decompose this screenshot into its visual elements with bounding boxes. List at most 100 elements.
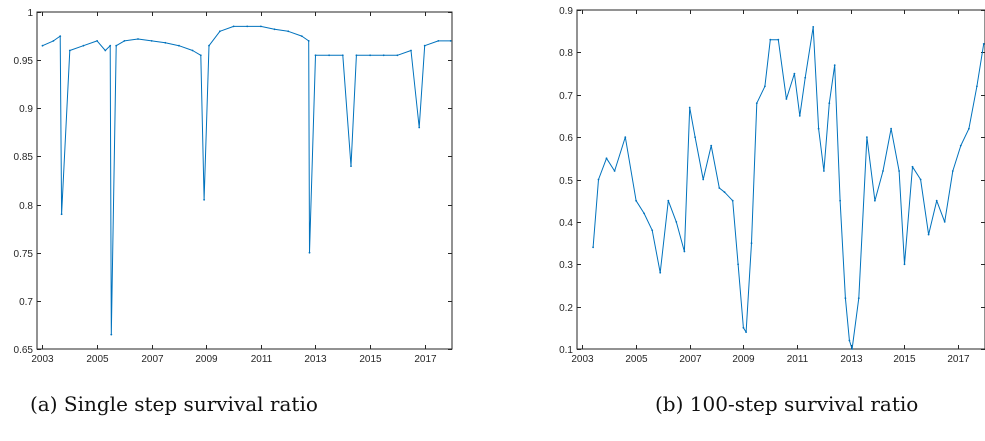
y-tick-label: 0.7 bbox=[559, 91, 573, 102]
series-point bbox=[817, 127, 820, 130]
y-tick-label: 1 bbox=[27, 8, 33, 19]
x-tick-label: 2011 bbox=[251, 354, 273, 365]
series-point bbox=[723, 191, 726, 194]
series-point bbox=[341, 54, 344, 57]
y-tick-label: 0.85 bbox=[14, 152, 34, 163]
y-tick-label: 0.4 bbox=[559, 218, 573, 229]
series-point bbox=[718, 187, 721, 189]
series-point bbox=[769, 38, 772, 41]
y-tick-label: 0.3 bbox=[559, 260, 573, 271]
x-tick-label: 2015 bbox=[359, 354, 382, 365]
y-tick-label: 0.8 bbox=[19, 201, 33, 212]
single-step-survival-chart: 0.650.70.750.80.850.90.951 2003 2005 2007 2… bbox=[14, 8, 453, 365]
series-point bbox=[110, 333, 113, 336]
series-point bbox=[613, 170, 616, 172]
series-point bbox=[328, 54, 330, 57]
series-point bbox=[844, 297, 847, 299]
series-line bbox=[592, 26, 985, 350]
series-point bbox=[911, 165, 914, 168]
series-point bbox=[785, 98, 788, 100]
series-point bbox=[903, 263, 906, 266]
series-point bbox=[688, 106, 691, 109]
series-point bbox=[96, 40, 98, 42]
y-axis-ticks: 0.1 0.2 0.3 0.4 0.5 0.6 0.7 0.8 0.9 bbox=[559, 6, 985, 356]
y-tick-label: 0.6 bbox=[559, 133, 573, 144]
series-point bbox=[982, 43, 985, 45]
series-point bbox=[208, 44, 210, 47]
series-point bbox=[350, 165, 352, 168]
series-point bbox=[273, 28, 276, 31]
series-point bbox=[828, 102, 831, 105]
series-point bbox=[857, 297, 860, 299]
plot-area-frame bbox=[36, 11, 453, 350]
series-point bbox=[219, 30, 221, 33]
series-point bbox=[355, 54, 358, 57]
x-tick-label: 2005 bbox=[86, 354, 109, 365]
series-point bbox=[882, 170, 884, 172]
series-point bbox=[246, 25, 249, 28]
series-point bbox=[890, 127, 892, 130]
series-point bbox=[935, 199, 938, 202]
series-point bbox=[232, 25, 235, 28]
x-axis-ticks: 2003 2005 2007 2009 2011 2013 2015 2017 bbox=[571, 10, 970, 365]
series-point bbox=[418, 126, 421, 129]
series-point bbox=[874, 199, 876, 202]
series-point bbox=[959, 144, 962, 147]
series-point bbox=[839, 199, 841, 202]
series-point bbox=[750, 242, 753, 245]
y-tick-label: 0.9 bbox=[19, 104, 33, 115]
series-point bbox=[396, 54, 399, 57]
series-point bbox=[287, 30, 290, 33]
series-point bbox=[191, 49, 194, 52]
series-point bbox=[109, 44, 112, 47]
series-point bbox=[437, 40, 440, 42]
x-tick-label: 2017 bbox=[947, 354, 970, 365]
x-tick-label: 2017 bbox=[414, 354, 437, 365]
series-point bbox=[369, 54, 371, 57]
series-point bbox=[943, 221, 946, 223]
series-point bbox=[123, 40, 126, 42]
y-axis-ticks: 0.65 0.7 0.75 0.8 0.85 0.9 0.95 1 bbox=[14, 8, 452, 356]
series-point bbox=[592, 246, 594, 249]
series-point bbox=[898, 170, 900, 172]
x-tick-label: 2011 bbox=[787, 354, 809, 365]
series-point bbox=[635, 199, 637, 202]
series-point bbox=[314, 54, 317, 57]
series-point bbox=[59, 35, 62, 37]
series-point bbox=[823, 170, 825, 172]
y-tick-label: 0.95 bbox=[14, 56, 34, 67]
series-point bbox=[423, 44, 426, 47]
series-point bbox=[927, 233, 930, 236]
series-point bbox=[683, 250, 686, 253]
x-tick-label: 2007 bbox=[679, 354, 702, 365]
y-tick-label: 0.75 bbox=[14, 249, 34, 260]
y-tick-label: 0.9 bbox=[559, 6, 573, 17]
series-point bbox=[848, 339, 851, 342]
series-point bbox=[675, 221, 678, 223]
series-point bbox=[199, 54, 202, 57]
series-point bbox=[866, 136, 868, 139]
hundred-step-survival-chart: 0.1 0.2 0.3 0.4 0.5 0.6 0.7 0.8 0.9 2003 2005 2007… bbox=[559, 6, 985, 365]
series-point bbox=[115, 44, 118, 47]
y-tick-label: 0.8 bbox=[559, 48, 573, 59]
series-point bbox=[777, 38, 780, 41]
series-point bbox=[793, 72, 796, 75]
y-tick-label: 0.7 bbox=[19, 297, 33, 308]
series-point bbox=[651, 229, 654, 232]
series-point bbox=[68, 49, 71, 52]
series-point bbox=[52, 40, 55, 42]
series-point bbox=[731, 199, 734, 202]
x-tick-label: 2005 bbox=[625, 354, 648, 365]
series-point bbox=[710, 144, 713, 147]
series-point bbox=[597, 178, 600, 181]
series-point bbox=[82, 44, 85, 47]
series-point bbox=[742, 326, 745, 329]
series-point bbox=[605, 157, 608, 160]
series-point bbox=[382, 54, 385, 57]
series-point bbox=[307, 40, 310, 42]
x-tick-label: 2013 bbox=[840, 354, 863, 365]
series-point bbox=[624, 136, 627, 139]
series-point bbox=[308, 251, 311, 254]
y-tick-label: 0.2 bbox=[559, 303, 573, 314]
